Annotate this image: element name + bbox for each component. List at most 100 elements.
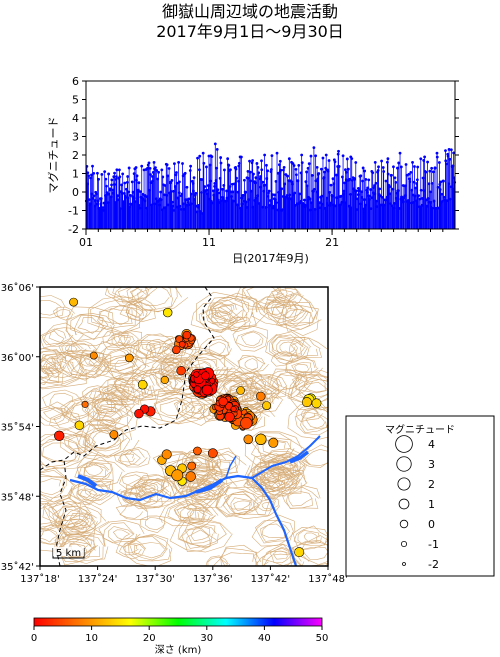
hypocenter	[294, 547, 305, 558]
contour-line	[173, 395, 219, 426]
contour-line	[40, 351, 86, 387]
contour-line	[126, 304, 148, 321]
contour-line	[140, 515, 166, 534]
contour-line	[162, 358, 191, 378]
stem-point	[248, 170, 252, 174]
hypocenter	[301, 397, 312, 408]
contour-line	[74, 456, 114, 486]
stem-point	[373, 161, 377, 164]
contour-line	[106, 287, 150, 305]
stem-point	[113, 171, 116, 175]
contour-line	[267, 453, 304, 480]
contour-line	[40, 530, 58, 543]
hypocenter	[224, 411, 235, 423]
y-tick-label: 0	[72, 186, 79, 199]
stem-point	[99, 197, 103, 201]
contour-line	[82, 427, 124, 452]
stem-point	[254, 176, 258, 180]
stem-point	[392, 202, 396, 205]
contour-line	[265, 334, 309, 362]
contour-line	[160, 356, 193, 380]
colorbar-tick-label: 40	[258, 633, 271, 644]
contour-line	[83, 463, 111, 481]
contour-line	[305, 414, 326, 429]
hypocenter	[311, 398, 322, 409]
stem-point	[371, 171, 375, 175]
stem-point	[407, 172, 411, 176]
contour-line	[232, 326, 268, 352]
stem-point	[153, 202, 157, 206]
contour-line	[238, 354, 269, 373]
hypocenter	[125, 353, 134, 363]
contour-line	[101, 410, 122, 425]
contour-line	[219, 552, 258, 566]
stem-point	[319, 167, 323, 171]
contour-line	[40, 300, 62, 316]
hypocenter	[187, 461, 197, 471]
contour-line	[223, 372, 277, 410]
legend-circle	[398, 498, 410, 510]
stem-point	[348, 192, 352, 196]
contour-line	[105, 387, 129, 403]
stem-point	[149, 173, 152, 176]
contour-line	[266, 287, 304, 308]
contour-line	[288, 491, 313, 507]
contour-line	[40, 473, 73, 503]
x-tick-label: 21	[325, 236, 339, 249]
colorbar-label: 深さ (km)	[155, 644, 202, 656]
hypocenter	[201, 384, 213, 396]
stem-point	[394, 180, 398, 184]
stem-point	[280, 187, 284, 191]
legend-label: 1	[428, 498, 435, 511]
hypocenter	[172, 345, 181, 355]
y-tick-label: 4	[72, 112, 79, 125]
contour-line	[76, 488, 98, 501]
contour-line	[97, 305, 142, 330]
contour-line	[231, 389, 260, 407]
contour-line	[112, 529, 130, 540]
contour-line	[158, 351, 201, 380]
stem-point	[305, 170, 308, 174]
contour-line	[107, 368, 160, 402]
contour-line	[217, 304, 233, 315]
stem-point	[312, 146, 316, 150]
epicenter-map: 5 km 36˚06' 36˚00' 35˚54' 35˚48' 35˚42'137˚18…	[1, 282, 348, 585]
contour-line	[115, 537, 147, 560]
stem-point	[249, 179, 252, 183]
lat-tick-label: 35˚42'	[1, 561, 34, 573]
stem-point	[312, 187, 316, 191]
stem-point	[225, 189, 228, 193]
stem-point	[96, 171, 99, 175]
contour-line	[49, 392, 76, 413]
hypocenter	[81, 400, 89, 408]
contour-line	[226, 493, 260, 516]
stem-point	[363, 169, 367, 173]
hypocenter	[178, 340, 186, 348]
contour-line	[119, 504, 148, 519]
stem-point	[154, 166, 157, 169]
y-tick-label: -1	[68, 205, 79, 218]
contour-line	[276, 339, 304, 357]
stem-point	[404, 163, 408, 166]
contour-line	[145, 338, 171, 354]
contour-line	[138, 481, 159, 494]
contour-line	[195, 291, 269, 332]
y-tick-label: 2	[72, 149, 79, 162]
contour-line	[113, 287, 150, 306]
contour-line	[119, 542, 145, 556]
stem-point	[278, 159, 282, 163]
legend-circle	[397, 477, 411, 491]
stem-point	[148, 166, 152, 170]
hypocenter	[53, 430, 65, 441]
stem-point	[221, 187, 224, 191]
stem-point	[339, 194, 343, 198]
stem-point	[194, 191, 198, 195]
stem-point	[269, 168, 273, 171]
contour-line	[48, 327, 77, 345]
hypocenter	[255, 433, 267, 445]
stem-point	[263, 183, 267, 187]
stem-point	[279, 168, 283, 172]
stem-point	[200, 191, 203, 194]
stem-point	[138, 190, 142, 194]
reservoir	[289, 450, 310, 464]
